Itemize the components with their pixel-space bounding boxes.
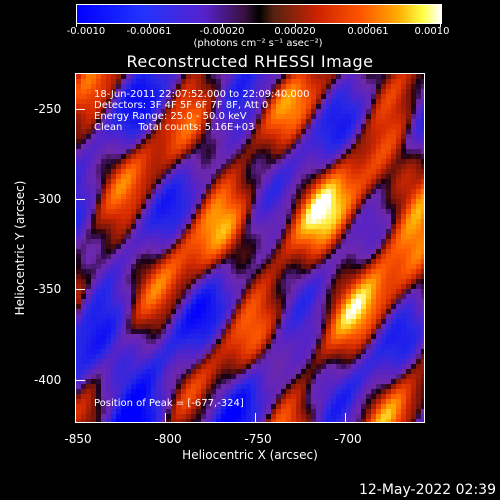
colorbar-tick-label: 0.00061 <box>347 26 389 37</box>
clean-counts-text: Clean Total counts: 5.16E+03 <box>94 122 255 133</box>
x-tick-label: -700 <box>334 432 362 446</box>
image-plot <box>75 73 425 423</box>
colorbar-tick-label: -0.00020 <box>199 26 245 37</box>
colorbar-units: (photons cm⁻² s⁻¹ asec⁻²) <box>193 38 323 49</box>
y-tick-label: -300 <box>34 192 62 206</box>
colorbar-tick-label: -0.00061 <box>126 26 172 37</box>
page-title: Reconstructed RHESSI Image <box>126 52 374 71</box>
peak-position-text: Position of Peak = [-677,-324] <box>94 398 244 409</box>
colorbar-tick-label: 0.0010 <box>414 26 450 37</box>
x-tick-label: -850 <box>64 432 92 446</box>
colorbar-tick <box>76 23 77 27</box>
y-axis-tick <box>75 199 85 200</box>
x-axis-tick <box>75 413 76 423</box>
y-tick-label: -350 <box>34 282 62 296</box>
y-axis-tick <box>75 289 85 290</box>
x-axis-tick <box>345 413 346 423</box>
time-range-text: 18-Jun-2011 22:07:52.000 to 22:09:40.000 <box>94 89 310 100</box>
x-tick-label: -800 <box>154 432 182 446</box>
colorbar-tick-label: 0.00020 <box>274 26 316 37</box>
detectors-text: Detectors: 3F 4F 5F 6F 7F 8F, Att 0 <box>94 100 269 111</box>
colorbar-tick <box>222 23 223 27</box>
y-axis-tick <box>75 380 85 381</box>
colorbar-tick-label: -0.0010 <box>66 26 106 37</box>
colorbar-tick <box>149 23 150 27</box>
y-tick-label: -250 <box>34 102 62 116</box>
energy-range-text: Energy Range: 25.0 - 50.0 keV <box>94 111 247 122</box>
y-axis-label: Heliocentric Y (arcsec) <box>13 180 27 316</box>
timestamp: 12-May-2022 02:39 <box>358 482 496 498</box>
rhessi-image <box>76 74 424 422</box>
y-axis-tick <box>75 109 85 110</box>
x-tick-label: -750 <box>244 432 272 446</box>
colorbar <box>76 4 442 24</box>
x-axis-label: Heliocentric X (arcsec) <box>182 448 318 462</box>
x-axis-tick <box>165 413 166 423</box>
x-axis-tick <box>255 413 256 423</box>
colorbar-tick <box>368 23 369 27</box>
y-tick-label: -400 <box>34 373 62 387</box>
colorbar-tick <box>295 23 296 27</box>
colorbar-tick <box>440 23 441 27</box>
